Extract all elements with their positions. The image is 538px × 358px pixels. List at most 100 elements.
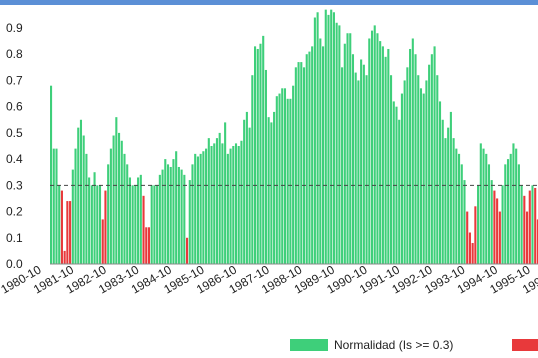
bar-drought (145, 227, 148, 264)
bar-normal (406, 67, 409, 264)
bar-normal (419, 88, 423, 264)
bar-normal (213, 143, 216, 264)
bar-normal (251, 75, 254, 264)
bar-normal (50, 85, 53, 264)
bar-normal (123, 153, 126, 264)
bar-normal (79, 119, 83, 264)
bar-normal (479, 143, 482, 264)
bar-normal (398, 119, 401, 264)
bar-normal (425, 80, 428, 264)
bar-normal (458, 153, 461, 264)
bar-drought (104, 190, 107, 264)
bar-normal (234, 143, 238, 264)
bar-drought (186, 237, 189, 264)
index-bar-chart: 0.0 0.1 0.2 0.3 0.4 0.5 0.6 0.7 0.8 0.9 1980-1019… (0, 9, 538, 297)
bar-normal (452, 138, 455, 264)
y-tick-label: 0.5 (6, 126, 23, 140)
bar-normal (477, 185, 480, 264)
bar-normal (362, 64, 365, 265)
y-tick-label: 0.6 (6, 100, 23, 114)
bar-drought (60, 190, 63, 264)
bar-normal (161, 169, 164, 264)
bar-normal (177, 166, 180, 264)
bar-normal (387, 48, 390, 265)
bar-normal (120, 140, 123, 264)
legend-label-normal: Normalidad (Is >= 0.3) (334, 338, 454, 352)
bar-normal (264, 69, 267, 265)
bar-drought (66, 201, 69, 264)
bar-normal (237, 146, 240, 264)
bar-normal (403, 80, 406, 264)
y-tick-label: 0.0 (6, 257, 23, 271)
bar-normal (349, 33, 352, 264)
bar-normal (215, 138, 219, 264)
bar-normal (175, 151, 178, 264)
bar-normal (137, 177, 140, 264)
bar-drought (468, 232, 471, 264)
bar-normal (77, 127, 80, 264)
bar-drought (526, 211, 529, 264)
bar-normal (221, 143, 224, 264)
bar-normal (183, 174, 186, 264)
bar-normal (400, 93, 403, 264)
bar-drought (471, 243, 474, 264)
bar-normal (292, 85, 295, 264)
bar-normal (281, 88, 284, 264)
bar-normal (392, 101, 395, 264)
bar-normal (515, 148, 518, 264)
bar-normal (327, 14, 330, 265)
bar-normal (166, 164, 170, 264)
bar-normal (485, 153, 488, 264)
bar-drought (536, 219, 538, 264)
bar-normal (313, 17, 316, 265)
bar-normal (346, 33, 349, 264)
bar-normal (341, 67, 344, 264)
bar-normal (289, 98, 292, 264)
bar-normal (517, 164, 520, 264)
bar-normal (88, 177, 91, 264)
bar-normal (305, 54, 308, 264)
bar-normal (90, 185, 93, 264)
bar-normal (384, 56, 387, 265)
bar-normal (210, 146, 213, 264)
bar-normal (501, 185, 504, 264)
bar-drought (493, 190, 496, 264)
bar-normal (232, 146, 235, 264)
bar-normal (267, 117, 270, 264)
bar-normal (338, 25, 341, 264)
bar-normal (218, 132, 221, 264)
bar-normal (283, 88, 287, 264)
bar-normal (156, 185, 159, 264)
bar-normal (224, 122, 227, 265)
bar-normal (131, 185, 134, 264)
y-tick-label: 0.7 (6, 73, 23, 87)
bar-normal (370, 30, 374, 265)
bar-normal (368, 38, 371, 264)
bar-normal (422, 93, 425, 264)
bar-normal (490, 180, 493, 264)
legend: Normalidad (Is >= 0.3) (290, 336, 453, 354)
bar-normal (302, 67, 306, 264)
bar-normal (202, 151, 205, 264)
bar-normal (308, 51, 311, 264)
bar-drought (523, 195, 526, 264)
bar-normal (512, 143, 515, 264)
bar-normal (330, 9, 333, 265)
bar-normal (297, 62, 300, 265)
bar-normal (270, 122, 273, 265)
bar-normal (390, 75, 393, 264)
bar-normal (509, 153, 512, 264)
bar-normal (240, 140, 243, 264)
legend-swatch-drought (512, 339, 538, 351)
bar-normal (112, 135, 115, 264)
bar-normal (319, 38, 322, 264)
bar-normal (205, 148, 208, 264)
bar-normal (199, 153, 202, 264)
y-tick-label: 0.2 (6, 205, 23, 219)
bar-normal (191, 164, 194, 264)
bar-normal (444, 138, 447, 264)
bar-normal (107, 164, 110, 264)
bar-drought (142, 195, 145, 264)
bar-normal (428, 64, 431, 265)
bar-normal (118, 132, 121, 264)
